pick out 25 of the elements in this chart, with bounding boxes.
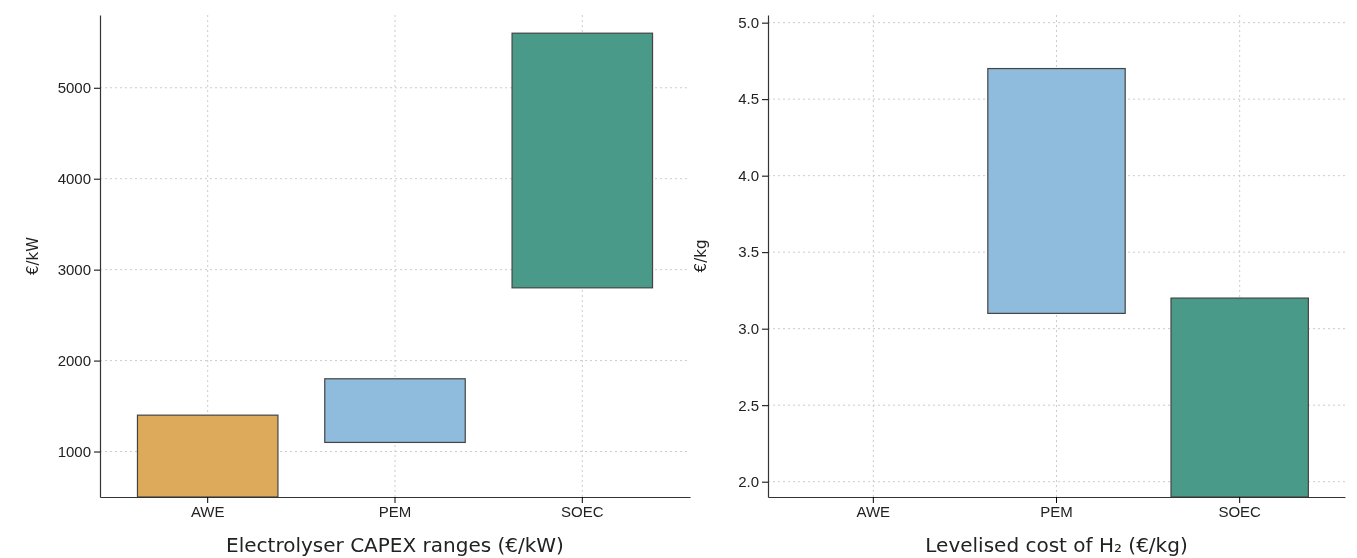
y-tick-label: 1000 [57, 442, 91, 460]
y-tick-label: 3000 [57, 260, 91, 278]
y-tick-label: 5.0 [738, 13, 759, 31]
y-tick-label: 3.5 [738, 243, 759, 261]
y-tick-label: 5000 [57, 79, 91, 97]
bar [511, 32, 654, 289]
x-axis-title: Levelised cost of H₂ (€/kg) [925, 533, 1188, 557]
bar [324, 378, 466, 444]
y-tick-label: 2.5 [738, 396, 759, 414]
x-tick-label: AWE [190, 502, 225, 520]
y-tick-label: 2000 [57, 351, 91, 369]
y-axis-title: €/kg [692, 239, 710, 273]
x-tick-label: PEM [378, 502, 412, 520]
x-tick-label: SOEC [1218, 502, 1262, 520]
bar [136, 414, 279, 498]
y-axis-title: €/kW [24, 236, 42, 276]
x-axis-title: Electrolyser CAPEX ranges (€/kW) [226, 533, 564, 557]
y-tick-label: 4.0 [738, 166, 759, 184]
y-tick-label: 3.0 [738, 319, 759, 337]
y-tick-label: 4000 [57, 170, 91, 187]
y-tick-label: 4.5 [738, 90, 759, 108]
x-tick-label: PEM [1040, 502, 1073, 520]
x-tick-label: AWE [856, 502, 891, 520]
y-tick-label: 2.0 [738, 473, 759, 490]
x-tick-label: SOEC [561, 502, 604, 520]
